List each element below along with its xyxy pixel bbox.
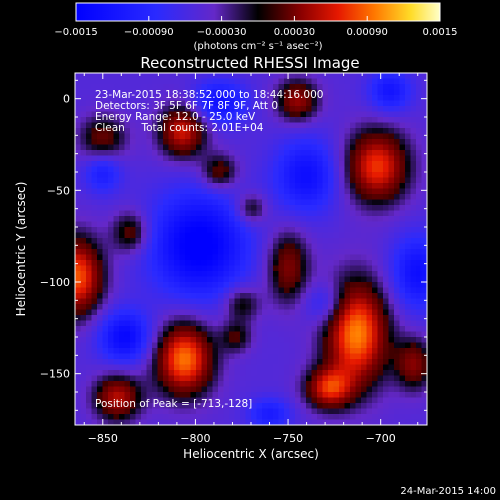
info-line-energy-range: Energy Range: 12.0 - 25.0 keV: [95, 111, 256, 123]
y-tick-label: −150: [40, 368, 70, 381]
x-tick-label: −700: [366, 432, 396, 445]
info-line-clean-counts: Clean Total counts: 2.01E+04: [95, 122, 264, 134]
colorbar-tick-label: 0.0015: [423, 27, 458, 38]
info-overlay: 23-Mar-2015 18:38:52.000 to 18:44:16.000…: [95, 89, 323, 410]
colorbar-gradient: [76, 3, 440, 21]
x-tick-label: −750: [273, 432, 303, 445]
y-tick-label: −100: [40, 276, 70, 289]
colorbar-tick-label: 0.00090: [347, 27, 388, 38]
chart-title: Reconstructed RHESSI Image: [140, 54, 359, 72]
x-axis-ticks: −850 −800 −750 −700: [83, 73, 419, 445]
info-line-time-range: 23-Mar-2015 18:38:52.000 to 18:44:16.000: [95, 89, 323, 101]
x-tick-label: −800: [180, 432, 210, 445]
x-axis-title: Heliocentric X (arcsec): [183, 447, 319, 461]
colorbar-tick-label: 0.00030: [274, 27, 315, 38]
y-axis-ticks: 0 −50 −100 −150: [40, 79, 427, 411]
info-line-detectors: Detectors: 3F 5F 6F 7F 8F 9F, Att 0: [95, 100, 278, 112]
plot-area: −850 −800 −750 −700 0 −50 −100 −150: [40, 72, 428, 445]
colorbar-tick-label: −0.00030: [197, 27, 247, 38]
colorbar-frame: [75, 2, 441, 22]
y-axis-title: Heliocentric Y (arcsec): [14, 182, 28, 317]
heatmap-image: [75, 73, 427, 425]
colorbar-ticks: −0.0015 −0.00090 −0.00030 0.00030 0.00090 0.0…: [54, 16, 458, 38]
colorbar-unit-label: (photons cm⁻² s⁻¹ asec⁻²): [193, 41, 322, 52]
colorbar-tick-label: −0.00090: [124, 27, 174, 38]
y-tick-label: −50: [47, 184, 70, 197]
x-tick-label: −850: [88, 432, 118, 445]
colorbar: −0.0015 −0.00090 −0.00030 0.00030 0.00090 0.0…: [54, 2, 458, 52]
peak-position-label: Position of Peak = [-713,-128]: [95, 398, 252, 410]
footer-timestamp: 24-Mar-2015 14:00: [400, 486, 496, 497]
colorbar-tick-label: −0.0015: [54, 27, 97, 38]
y-tick-label: 0: [63, 93, 70, 106]
